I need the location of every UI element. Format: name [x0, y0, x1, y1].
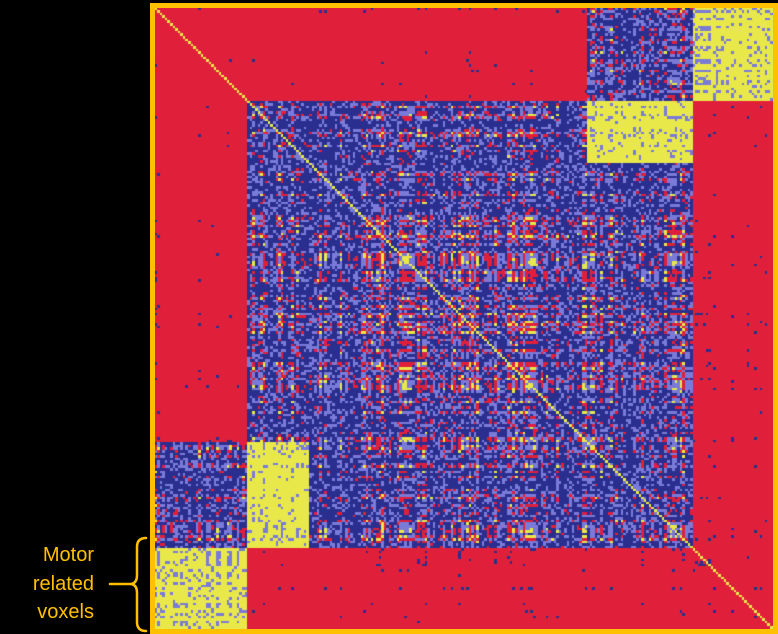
correlation-matrix-heatmap: [155, 8, 773, 629]
annotation-line-related: related: [32, 573, 94, 595]
annotation-line-voxels: voxels: [37, 601, 94, 623]
correlation-matrix-frame: [150, 3, 778, 634]
bracket-icon: [108, 536, 148, 633]
motor-voxels-annotation: Motor related voxels: [0, 535, 150, 634]
annotation-line-motor: Motor: [42, 544, 94, 566]
